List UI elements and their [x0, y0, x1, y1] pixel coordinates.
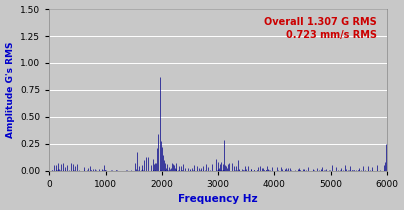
- Text: Overall 1.307 G RMS
0.723 mm/s RMS: Overall 1.307 G RMS 0.723 mm/s RMS: [264, 17, 377, 40]
- Y-axis label: Amplitude G's RMS: Amplitude G's RMS: [6, 42, 15, 138]
- X-axis label: Frequency Hz: Frequency Hz: [178, 194, 258, 205]
